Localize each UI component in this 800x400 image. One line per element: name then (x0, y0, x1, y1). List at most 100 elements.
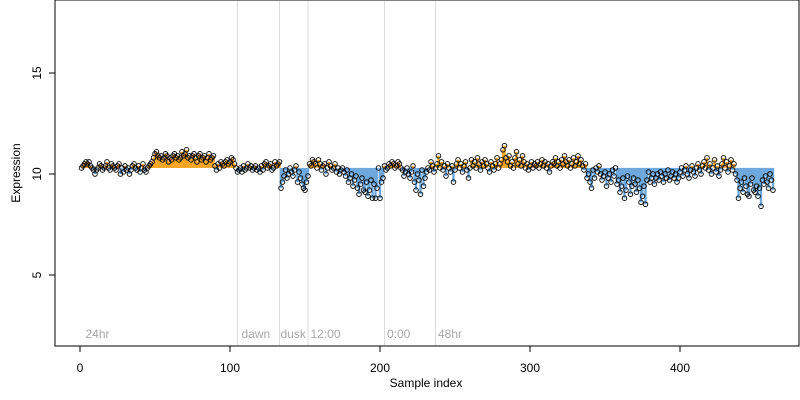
data-point-169 (332, 161, 338, 167)
data-point-369 (632, 181, 638, 187)
x-tick-label-2: 200 (370, 361, 390, 375)
data-point-19 (107, 167, 113, 173)
data-point-275 (491, 167, 497, 173)
data-point-187 (359, 175, 365, 181)
data-point-163 (323, 171, 329, 177)
data-point-372 (636, 185, 643, 191)
y-axis-title: Expression (9, 143, 23, 202)
data-point-352 (606, 171, 613, 177)
data-point-418 (705, 167, 712, 173)
data-point-247 (449, 163, 455, 169)
data-point-272 (486, 169, 493, 175)
data-point-290 (513, 149, 520, 155)
data-point-143 (293, 163, 299, 169)
data-point-457 (764, 179, 770, 185)
data-point-339 (587, 179, 593, 185)
data-point-435 (731, 161, 737, 167)
x-axis-title: Sample index (390, 376, 463, 390)
data-point-258 (465, 175, 472, 181)
data-point-192 (366, 187, 373, 193)
y-axis: 5 10 15 (30, 66, 56, 278)
annotation-4: 0:00 (387, 327, 411, 341)
data-point-325 (566, 157, 572, 163)
data-point-385 (656, 177, 662, 183)
data-point-292 (516, 157, 523, 163)
data-point-333 (578, 157, 584, 163)
data-point-401 (680, 173, 686, 179)
data-point-356 (612, 165, 619, 171)
data-point-151 (305, 173, 311, 179)
data-point-371 (635, 177, 641, 183)
data-point-181 (350, 183, 356, 189)
data-point-195 (371, 181, 377, 187)
data-point-248 (450, 179, 457, 185)
data-point-121 (260, 167, 266, 173)
data-point-133 (278, 185, 284, 191)
time-boundary-lines (237, 1, 436, 345)
data-point-353 (608, 179, 614, 185)
data-point-362 (621, 195, 628, 201)
data-point-70 (183, 147, 190, 153)
data-point-223 (413, 187, 419, 193)
data-point-426 (717, 167, 724, 173)
data-point-447 (749, 175, 755, 181)
data-point-368 (630, 175, 637, 181)
data-point-446 (747, 181, 754, 187)
data-point-288 (510, 165, 517, 171)
data-point-417 (704, 155, 710, 161)
data-point-370 (633, 189, 640, 195)
data-point-342 (591, 175, 598, 181)
data-point-41 (140, 161, 146, 167)
data-point-378 (645, 169, 652, 175)
data-point-228 (420, 183, 427, 189)
data-point-331 (575, 153, 581, 159)
data-point-405 (686, 175, 692, 181)
data-point-398 (675, 175, 682, 181)
data-point-420 (708, 171, 715, 177)
data-point-434 (729, 167, 736, 173)
data-point-141 (290, 173, 296, 179)
data-point-149 (302, 187, 308, 193)
data-point-338 (585, 171, 592, 177)
data-point-322 (561, 153, 568, 159)
data-point-229 (422, 175, 428, 181)
data-point-425 (716, 173, 722, 179)
data-point-422 (711, 157, 718, 163)
data-point-294 (519, 153, 526, 159)
y-tick-label-0: 5 (30, 271, 44, 278)
data-point-287 (509, 159, 515, 165)
data-point-355 (611, 173, 617, 179)
data-point-293 (518, 163, 524, 169)
data-point-193 (368, 177, 374, 183)
data-point-153 (308, 163, 314, 169)
data-point-132 (276, 159, 283, 165)
data-point-282 (501, 142, 508, 149)
data-point-251 (455, 157, 461, 163)
data-point-407 (689, 163, 695, 169)
data-point-421 (710, 165, 716, 171)
data-point-432 (726, 163, 733, 169)
data-point-280 (498, 157, 505, 163)
data-point-243 (443, 173, 449, 179)
data-point-277 (494, 155, 500, 161)
data-point-427 (719, 161, 725, 167)
x-tick-label-1: 100 (220, 361, 240, 375)
data-point-335 (581, 167, 587, 173)
data-point-345 (596, 163, 602, 169)
data-point-134 (279, 179, 286, 185)
data-point-458 (765, 185, 772, 191)
data-point-240 (438, 159, 445, 165)
data-point-437 (734, 177, 740, 183)
data-point-144 (294, 179, 301, 185)
data-point-177 (344, 167, 350, 173)
data-point-25 (116, 161, 122, 167)
annotation-1: dawn (242, 327, 271, 341)
data-point-176 (342, 173, 349, 179)
data-point-285 (506, 153, 512, 159)
data-point-451 (755, 193, 761, 199)
data-point-123 (263, 159, 269, 165)
data-point-219 (407, 175, 413, 181)
data-point-201 (380, 175, 386, 181)
data-point-222 (411, 179, 418, 185)
